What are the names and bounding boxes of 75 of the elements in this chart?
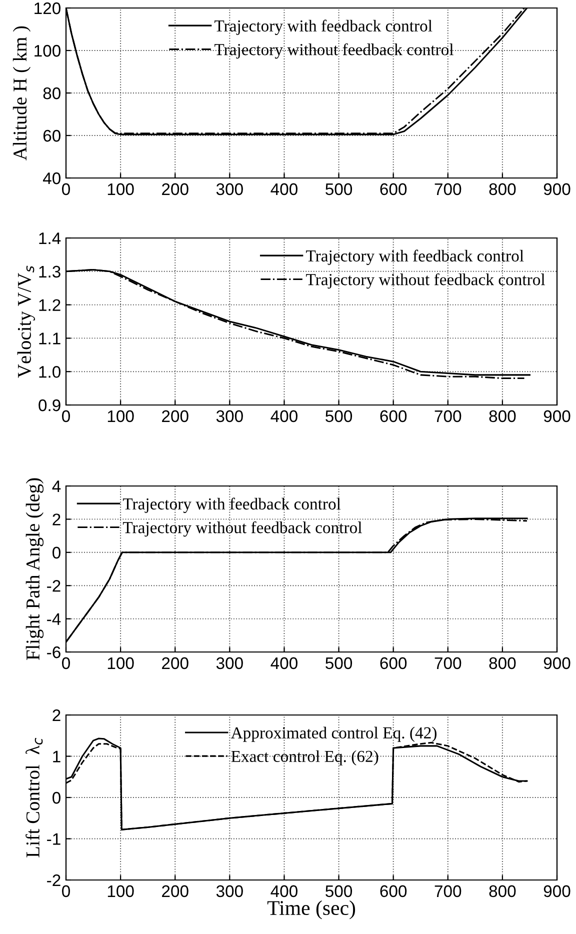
x-tick-label: 900	[544, 410, 570, 422]
y-tick-label: 1.0	[39, 366, 60, 378]
y-tick-label: 100	[34, 44, 60, 57]
x-tick-label: 100	[108, 183, 134, 196]
legend-label: Exact control Eq. (62)	[231, 750, 378, 766]
y-axis-title: Velocity V/V$_{s}$	[17, 266, 35, 378]
legend-label: Trajectory with feedback control	[122, 498, 341, 513]
x-tick-label: 600	[380, 885, 407, 898]
x-tick-label: 0	[62, 657, 70, 670]
legend-label: Trajectory without feedback control	[306, 273, 545, 289]
x-tick-label: 200	[162, 657, 188, 670]
x-tick-label: 100	[108, 657, 134, 670]
x-tick-label: 600	[380, 410, 407, 422]
x-tick-label: 0	[62, 410, 70, 422]
x-tick-label: 0	[62, 885, 70, 898]
x-tick-label: 700	[434, 657, 462, 670]
x-tick-label: 200	[162, 183, 188, 196]
x-tick-label: 0	[62, 183, 70, 196]
x-tick-label: 300	[216, 410, 243, 422]
x-tick-label: 500	[326, 183, 352, 196]
x-tick-label: 600	[380, 183, 407, 196]
y-tick-label: 1.4	[39, 232, 61, 244]
legend-label: Trajectory with feedback control	[306, 250, 524, 265]
x-tick-label: 400	[270, 657, 298, 670]
x-tick-label: 300	[216, 657, 243, 670]
x-tick-label: 200	[162, 885, 188, 898]
y-tick-label: 0	[52, 792, 60, 804]
x-tick-label: 900	[544, 885, 570, 898]
x-tick-label: 700	[434, 410, 462, 422]
x-tick-label: 800	[489, 885, 516, 898]
x-tick-label: 800	[489, 657, 516, 670]
y-tick-label: 2	[52, 514, 60, 526]
x-tick-label: 600	[380, 657, 407, 670]
y-tick-label: 60	[43, 130, 60, 142]
y-axis-title: Flight Path Angle (deg)	[26, 478, 44, 660]
y-tick-label: -2	[47, 874, 60, 886]
x-tick-label: 900	[544, 657, 570, 670]
y-tick-label: -1	[47, 833, 60, 845]
y-tick-label: -2	[47, 580, 60, 592]
y-tick-label: -4	[47, 613, 61, 625]
y-tick-label: 4	[52, 480, 61, 492]
y-axis-title: Lift Control λ$_{c}$	[26, 738, 43, 858]
y-tick-label: 1	[53, 750, 60, 762]
x-tick-label: 500	[326, 657, 352, 670]
y-tick-label: 2	[52, 709, 60, 722]
y-tick-label: 120	[34, 2, 60, 14]
legend-label: Trajectory with feedback control	[214, 20, 432, 35]
y-tick-label: 1.1	[39, 332, 60, 344]
x-tick-label: 500	[326, 885, 352, 898]
x-tick-label: 300	[216, 183, 243, 196]
x-tick-label: 700	[434, 885, 462, 898]
x-tick-label: 800	[489, 410, 516, 422]
x-tick-label: 800	[489, 183, 516, 196]
x-axis-title: Time (sec)	[267, 900, 356, 920]
x-tick-label: 100	[108, 885, 134, 898]
legend-label: Trajectory without feedback control	[214, 43, 454, 59]
legend-label: Approximated control Eq. (42)	[230, 726, 436, 742]
x-tick-label: 100	[108, 410, 134, 422]
x-tick-label: 400	[270, 410, 298, 422]
x-tick-label: 300	[216, 885, 243, 898]
y-tick-label: -6	[47, 646, 60, 658]
x-tick-label: 400	[270, 183, 298, 196]
y-tick-label: 1.2	[39, 299, 60, 311]
y-tick-label: 1.3	[39, 266, 60, 278]
x-tick-label: 500	[326, 410, 352, 422]
y-tick-label: 0.9	[38, 399, 60, 412]
y-tick-label: 0	[52, 546, 60, 559]
x-tick-label: 700	[434, 183, 462, 196]
x-tick-label: 900	[544, 183, 570, 196]
y-tick-label: 40	[42, 172, 60, 184]
x-tick-label: 200	[162, 410, 188, 422]
x-tick-label: 400	[270, 885, 298, 898]
y-tick-label: 80	[43, 87, 60, 100]
y-axis-title: Altitude H ( km )	[12, 26, 31, 160]
legend-label: Trajectory without feedback control	[122, 521, 362, 537]
